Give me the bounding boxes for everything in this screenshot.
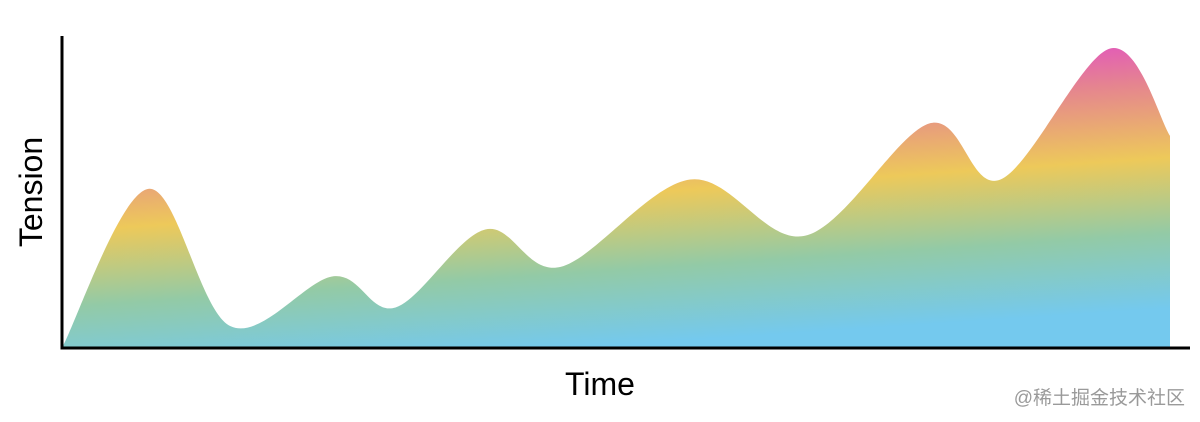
plot-area — [62, 48, 1170, 349]
area — [62, 48, 1170, 349]
watermark: @稀土掘金技术社区 — [1014, 387, 1185, 409]
x-axis-label: Time — [565, 366, 635, 402]
y-axis-label: Tension — [13, 137, 49, 247]
